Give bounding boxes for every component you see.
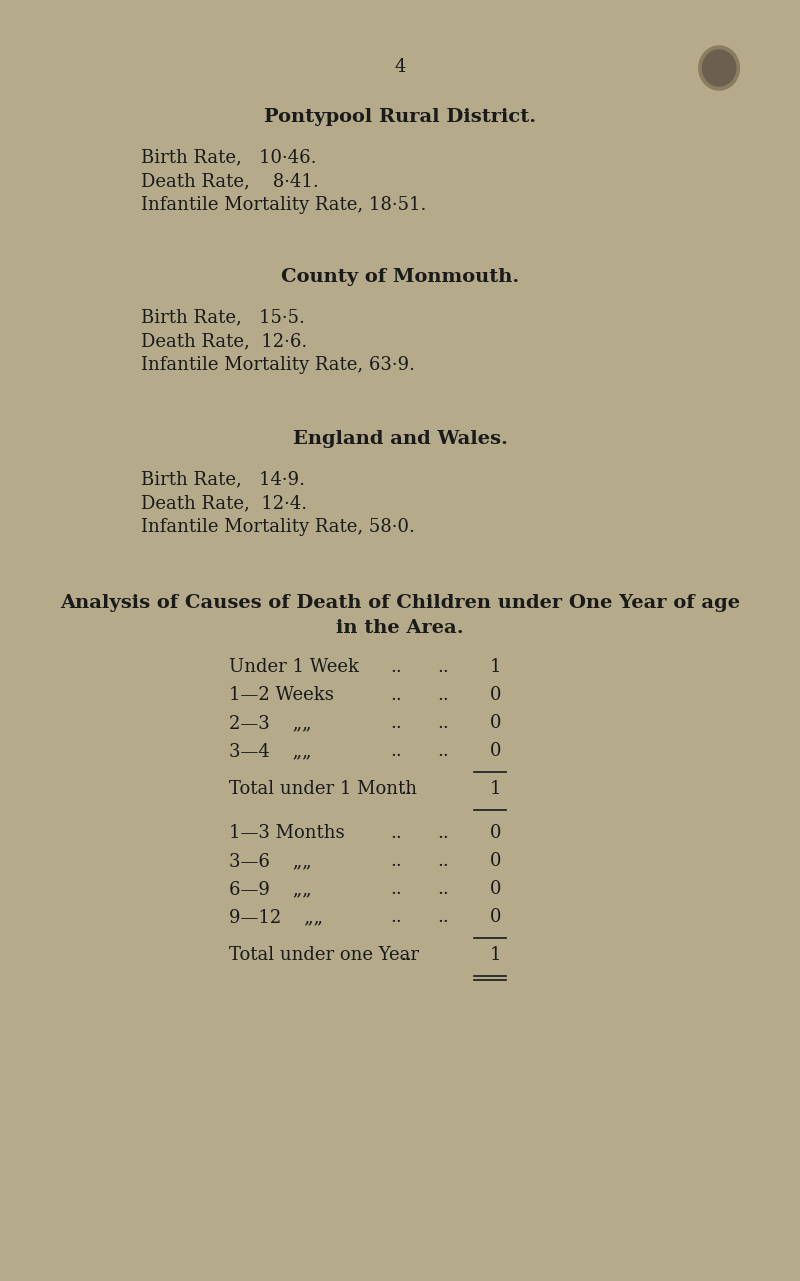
Text: 0: 0 (490, 824, 502, 842)
Text: ..: .. (390, 714, 402, 731)
Text: ..: .. (390, 658, 402, 676)
Text: 0: 0 (490, 687, 502, 705)
Text: 1—2 Weeks: 1—2 Weeks (229, 687, 334, 705)
Text: Total under one Year: Total under one Year (229, 945, 419, 965)
Text: Birth Rate,   14·9.: Birth Rate, 14·9. (141, 470, 305, 488)
Circle shape (698, 46, 739, 90)
Text: 3—4    „„: 3—4 „„ (229, 742, 311, 760)
Text: ..: .. (390, 824, 402, 842)
Text: ..: .. (390, 880, 402, 898)
Text: County of Monmouth.: County of Monmouth. (281, 268, 519, 286)
Text: ..: .. (400, 780, 412, 798)
Text: 0: 0 (490, 852, 502, 870)
Text: 9—12    „„: 9—12 „„ (229, 908, 323, 926)
Text: ..: .. (390, 687, 402, 705)
Text: ..: .. (390, 908, 402, 926)
Text: Birth Rate,   10·46.: Birth Rate, 10·46. (141, 149, 317, 167)
Text: 0: 0 (490, 714, 502, 731)
Text: Analysis of Causes of Death of Children under One Year of age: Analysis of Causes of Death of Children … (60, 594, 740, 612)
Text: Death Rate,  12·6.: Death Rate, 12·6. (141, 332, 307, 350)
Text: 1: 1 (490, 945, 502, 965)
Text: 1—3 Months: 1—3 Months (229, 824, 345, 842)
Text: Pontypool Rural District.: Pontypool Rural District. (264, 108, 536, 126)
Text: ..: .. (390, 742, 402, 760)
Text: 2—3    „„: 2—3 „„ (229, 714, 311, 731)
Text: 4: 4 (394, 58, 406, 76)
Circle shape (702, 50, 736, 86)
Text: 0: 0 (490, 880, 502, 898)
Text: ..: .. (390, 852, 402, 870)
Text: ..: .. (437, 908, 449, 926)
Text: Infantile Mortality Rate, 63·9.: Infantile Mortality Rate, 63·9. (141, 356, 415, 374)
Text: ..: .. (437, 880, 449, 898)
Text: ..: .. (437, 742, 449, 760)
Text: Birth Rate,   15·5.: Birth Rate, 15·5. (141, 307, 305, 325)
Text: Death Rate,    8·41.: Death Rate, 8·41. (141, 172, 318, 190)
Text: ..: .. (437, 714, 449, 731)
Text: 0: 0 (490, 908, 502, 926)
Text: Under 1 Week: Under 1 Week (229, 658, 359, 676)
Text: 6—9    „„: 6—9 „„ (229, 880, 311, 898)
Text: Infantile Mortality Rate, 18·51.: Infantile Mortality Rate, 18·51. (141, 196, 426, 214)
Text: ..: .. (437, 687, 449, 705)
Text: ..: .. (437, 658, 449, 676)
Text: ..: .. (400, 945, 412, 965)
Text: 3—6    „„: 3—6 „„ (229, 852, 311, 870)
Text: England and Wales.: England and Wales. (293, 430, 507, 448)
Text: ..: .. (437, 824, 449, 842)
Text: ..: .. (437, 852, 449, 870)
Text: 0: 0 (490, 742, 502, 760)
Text: 1: 1 (490, 658, 502, 676)
Text: 1: 1 (490, 780, 502, 798)
Text: in the Area.: in the Area. (336, 619, 464, 637)
Text: Death Rate,  12·4.: Death Rate, 12·4. (141, 494, 307, 512)
Text: Total under 1 Month: Total under 1 Month (229, 780, 417, 798)
Text: Infantile Mortality Rate, 58·0.: Infantile Mortality Rate, 58·0. (141, 518, 415, 535)
